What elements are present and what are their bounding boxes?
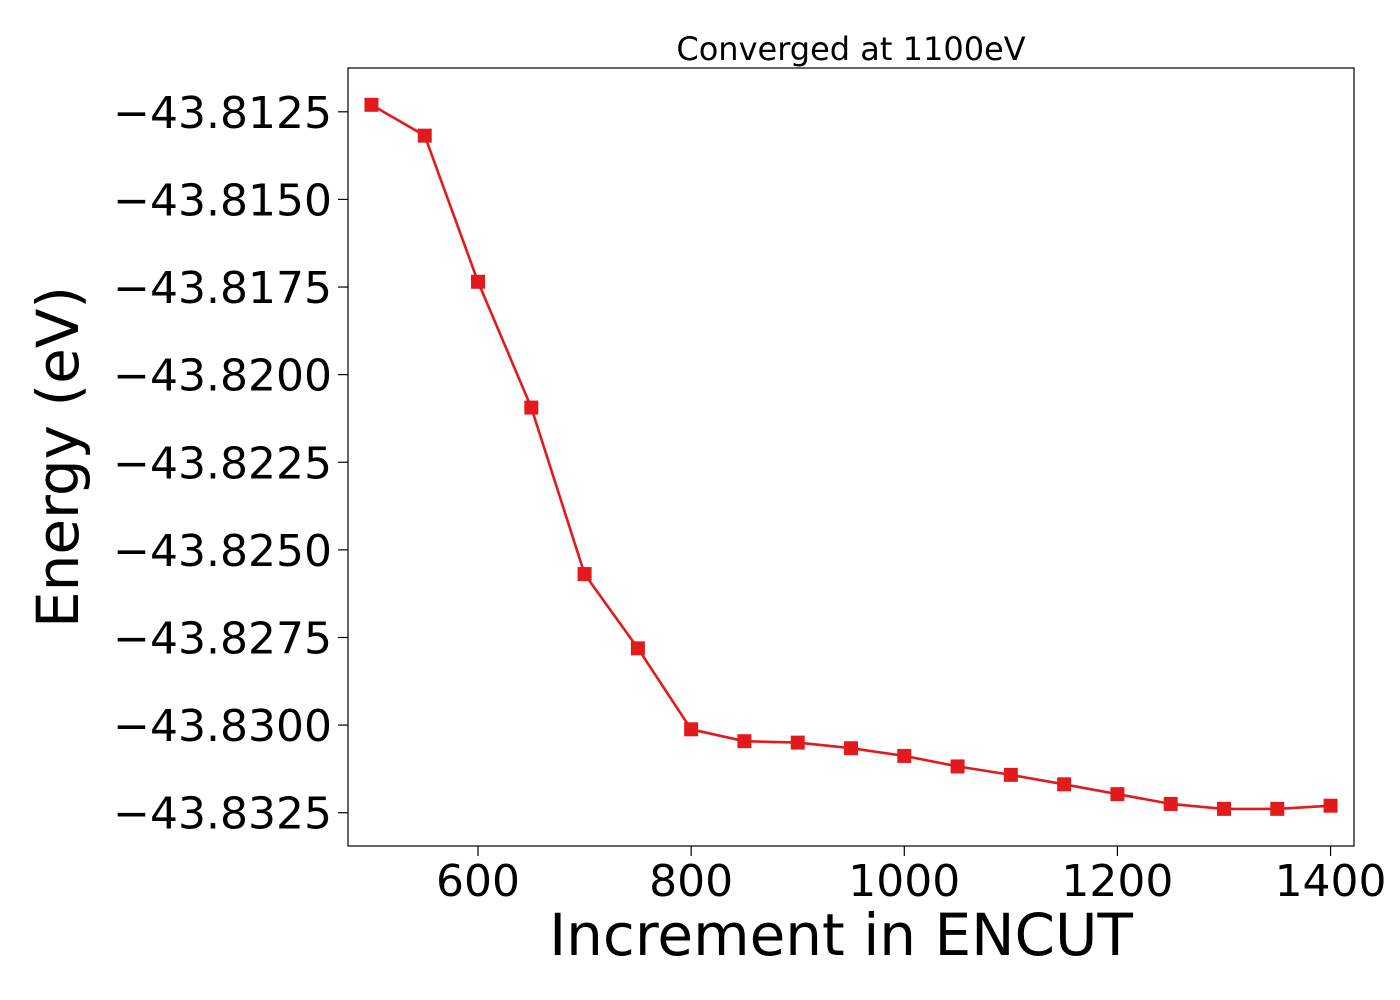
y-tick-label: −43.8175 bbox=[113, 263, 332, 314]
data-point bbox=[1270, 801, 1285, 816]
series-layer bbox=[364, 97, 1338, 816]
x-tick-label: 1200 bbox=[1061, 856, 1173, 907]
data-point bbox=[364, 97, 379, 112]
x-tick-label: 600 bbox=[436, 856, 520, 907]
x-tick-label: 1000 bbox=[848, 856, 960, 907]
data-point bbox=[630, 641, 645, 656]
data-point bbox=[417, 128, 432, 143]
data-point bbox=[1003, 767, 1018, 782]
series-line bbox=[370, 103, 1331, 811]
x-axis: 600 800 1000 1200 1400 bbox=[436, 846, 1387, 907]
y-tick-label: −43.8150 bbox=[113, 175, 332, 226]
y-axis: −43.8125 −43.8150 −43.8175 −43.8200 −43.8225… bbox=[113, 88, 348, 840]
x-axis-label: Increment in ENCUT bbox=[549, 901, 1133, 969]
data-point bbox=[1110, 787, 1125, 802]
data-point bbox=[790, 735, 805, 750]
data-point bbox=[950, 759, 965, 774]
data-point bbox=[577, 567, 592, 582]
y-tick-label: −43.8225 bbox=[113, 438, 332, 489]
y-tick-label: −43.8200 bbox=[113, 351, 332, 402]
data-point bbox=[897, 748, 912, 763]
data-point bbox=[1163, 796, 1178, 811]
y-tick-label: −43.8125 bbox=[113, 88, 332, 139]
y-tick-label: −43.8250 bbox=[113, 526, 332, 577]
y-tick-label: −43.8275 bbox=[113, 613, 332, 664]
data-point bbox=[737, 734, 752, 749]
y-tick-label: −43.8325 bbox=[113, 789, 332, 840]
y-axis-label: Energy (eV) bbox=[24, 286, 92, 628]
data-point bbox=[524, 400, 539, 415]
chart-title: Converged at 1100eV bbox=[676, 30, 1025, 68]
data-point bbox=[1216, 801, 1231, 816]
x-tick-label: 800 bbox=[649, 856, 733, 907]
data-point bbox=[1323, 798, 1338, 813]
data-point bbox=[844, 741, 858, 756]
data-point bbox=[1057, 777, 1072, 792]
plot-area bbox=[347, 67, 1355, 847]
x-tick-label: 1400 bbox=[1275, 856, 1387, 907]
y-tick-label: −43.8300 bbox=[113, 701, 332, 752]
data-point bbox=[684, 722, 699, 737]
data-point bbox=[471, 274, 486, 289]
